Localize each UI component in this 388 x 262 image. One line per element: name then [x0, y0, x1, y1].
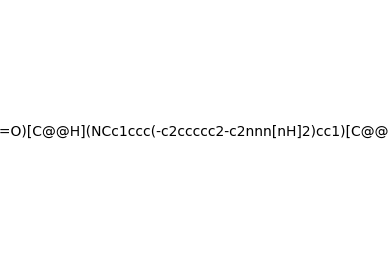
Text: COC(=O)[C@@H](NCc1ccc(-c2ccccc2-c2nnn[nH]2)cc1)[C@@H](C)C: COC(=O)[C@@H](NCc1ccc(-c2ccccc2-c2nnn[nH…: [0, 125, 388, 139]
